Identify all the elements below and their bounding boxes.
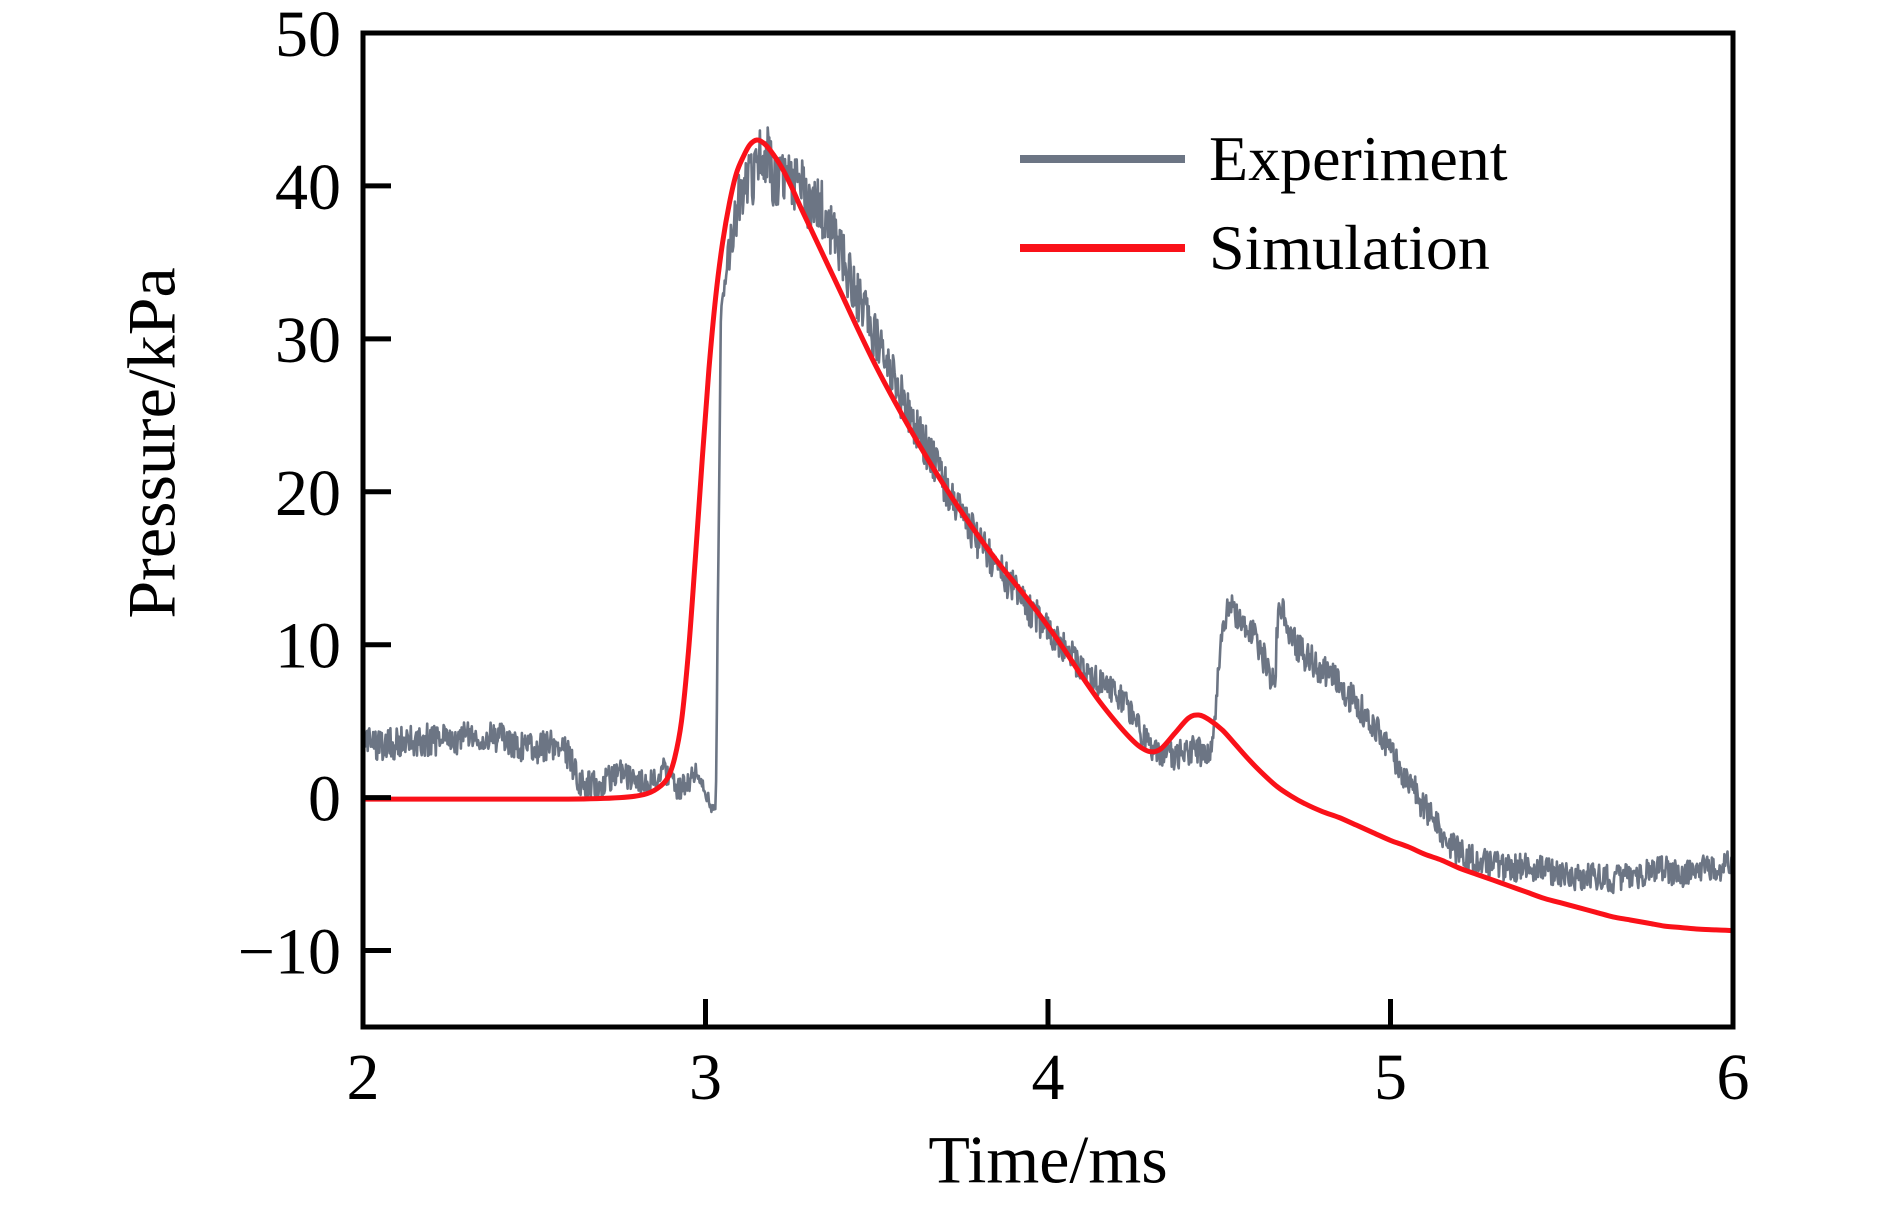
x-tick-label: 2 bbox=[347, 1041, 380, 1114]
legend-label-experiment: Experiment bbox=[1209, 122, 1508, 194]
y-tick-label: 40 bbox=[275, 151, 341, 224]
legend-item-simulation: Simulation bbox=[1020, 203, 1508, 292]
y-tick-label: 0 bbox=[308, 763, 341, 836]
legend-item-experiment: Experiment bbox=[1020, 114, 1508, 203]
legend-label-simulation: Simulation bbox=[1209, 211, 1490, 283]
x-tick-label: 5 bbox=[1374, 1041, 1407, 1114]
y-tick-label: 30 bbox=[275, 304, 341, 377]
experiment-line-swatch bbox=[1020, 154, 1185, 163]
x-tick-label: 4 bbox=[1032, 1041, 1065, 1114]
experiment-curve bbox=[361, 126, 1735, 895]
x-tick-label: 6 bbox=[1717, 1041, 1750, 1114]
y-tick-label: 20 bbox=[275, 457, 341, 530]
x-axis-title: Time/ms bbox=[928, 1121, 1168, 1198]
simulation-line-swatch bbox=[1020, 243, 1185, 252]
y-tick-label: 10 bbox=[275, 610, 341, 683]
simulation-curve bbox=[360, 137, 1736, 934]
x-tick-label: 3 bbox=[689, 1041, 722, 1114]
y-axis-title: Pressure/kPa bbox=[113, 267, 190, 619]
y-tick-label: −10 bbox=[238, 916, 341, 989]
y-tick-label: 50 bbox=[275, 0, 341, 71]
legend: Experiment Simulation bbox=[1020, 114, 1508, 292]
